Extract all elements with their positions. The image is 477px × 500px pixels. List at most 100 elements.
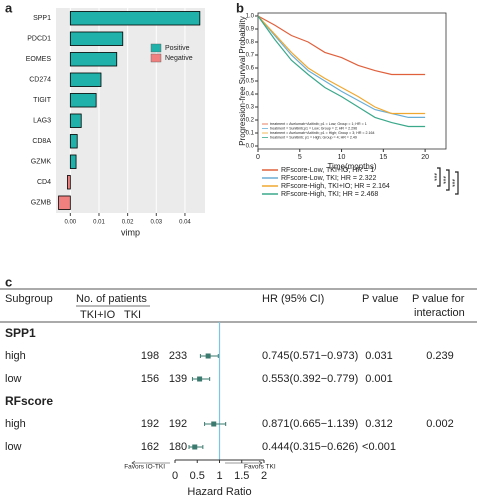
inner-legend-label: treatment = Avelumab+Axitinib; p1 = High…: [270, 131, 375, 135]
favors-arrow: [131, 460, 170, 466]
significance-label: ***: [439, 176, 446, 184]
panel-label: a: [5, 0, 13, 15]
y-tick-label: EOMES: [26, 56, 52, 63]
x-tick-label: 20: [421, 154, 429, 161]
inner-legend-label: treatment = Sunitinib; p1 = High; Group …: [270, 135, 357, 139]
p-value: 0.312: [365, 418, 393, 430]
y-tick-label: 1.0: [246, 14, 255, 20]
hr-point: [192, 444, 198, 450]
patient-count: 162: [141, 441, 159, 453]
x-tick-label: 5: [298, 154, 302, 161]
patient-count: 139: [169, 373, 187, 385]
y-tick-label: LAG3: [33, 118, 51, 125]
bar: [69, 113, 82, 128]
legend-swatch: [150, 43, 162, 53]
y-tick-label: 0.5: [246, 79, 255, 85]
column-header: HR (95% CI): [262, 293, 324, 305]
y-tick-label: PDCD1: [27, 36, 51, 43]
y-tick-label: 0.6: [246, 66, 255, 72]
x-tick-label: 1.5: [234, 470, 249, 482]
patient-count: 198: [141, 350, 159, 362]
y-tick-label: CD4: [37, 179, 51, 186]
hr-ci: 0.444(0.315−0.626): [262, 441, 358, 453]
survival-curve: [257, 15, 426, 119]
survival-curve: [257, 15, 426, 128]
bar: [69, 72, 102, 87]
row-label: low: [5, 373, 22, 385]
patient-count: 192: [169, 418, 187, 430]
y-tick-label: GZMK: [31, 159, 52, 166]
y-tick-label: 0.7: [246, 53, 255, 59]
survival-curve: [257, 15, 426, 115]
p-value: 0.001: [365, 373, 393, 385]
row-label: high: [5, 350, 26, 362]
column-header: P value for: [412, 293, 465, 305]
inner-legend-label: treatment = Sunitinib;p1 = Low; Group = …: [270, 126, 357, 130]
patient-count: 156: [141, 373, 159, 385]
hr-ci: 0.871(0.665−1.139): [262, 418, 358, 430]
bar: [69, 93, 97, 108]
y-tick-label: TIGIT: [33, 97, 52, 104]
row-label: low: [5, 441, 22, 453]
p-value: <0.001: [362, 441, 396, 453]
significance-label: ***: [430, 173, 437, 181]
p-interaction: 0.002: [426, 418, 454, 430]
significance-bracket: [455, 171, 459, 195]
legend-swatch: [150, 53, 162, 63]
column-header: P value: [362, 293, 399, 305]
x-tick-label: 0.00: [64, 220, 76, 226]
y-tick-label: CD274: [29, 77, 51, 84]
group-label: RFscore: [5, 394, 53, 408]
hr-point: [197, 376, 203, 382]
bar: [67, 175, 71, 190]
y-tick-label: 0.8: [246, 40, 255, 46]
y-tick-label: GZMB: [31, 200, 52, 207]
legend-label: Negative: [165, 55, 193, 62]
hr-point: [211, 421, 217, 427]
x-tick-label: 0.01: [93, 220, 105, 226]
column-header: TKI+IO: [80, 309, 116, 321]
column-header: Subgroup: [5, 293, 53, 305]
column-header: TKI: [124, 309, 141, 321]
bar: [69, 154, 77, 169]
hr-ci: 0.745(0.571−0.973): [262, 350, 358, 362]
bar: [58, 195, 71, 210]
legend-label: RFscore-High, TKI; HR = 2.468: [281, 191, 378, 198]
column-header: interaction: [414, 307, 465, 319]
panel-label: b: [236, 0, 244, 15]
x-tick-label: 0.04: [179, 220, 191, 226]
y-tick-label: SPP1: [33, 15, 51, 22]
x-tick-label: 0.5: [190, 470, 205, 482]
significance-bracket: [446, 169, 450, 191]
inner-legend-label: treatment = Avelumab+Axitinib; p1 = Low;…: [270, 122, 367, 126]
x-axis-label: Hazard Ratio: [187, 486, 251, 498]
x-axis-label: Time(months): [327, 162, 376, 171]
hr-point: [205, 353, 211, 359]
favors-arrow: [225, 460, 263, 466]
bar: [69, 134, 78, 149]
x-tick-label: 0: [256, 154, 260, 161]
favors-label: Favors IO-TKI: [124, 464, 165, 471]
y-tick-label: 0.0: [246, 144, 255, 150]
group-label: SPP1: [5, 326, 36, 340]
y-tick-label: CD8A: [32, 138, 51, 145]
panel-label: c: [5, 274, 12, 289]
y-tick-label: 0.3: [246, 105, 255, 111]
favors-label: Favors TKI: [244, 464, 276, 471]
survival-curve: [257, 15, 426, 76]
bar: [69, 52, 118, 67]
x-tick-label: 15: [379, 154, 387, 161]
x-tick-label: 0: [172, 470, 178, 482]
bar: [69, 31, 124, 46]
significance-bracket: [437, 167, 441, 187]
y-tick-label: 0.2: [246, 118, 255, 124]
bar: [69, 11, 201, 26]
x-tick-label: 0.02: [122, 220, 134, 226]
patient-count: 233: [169, 350, 187, 362]
x-tick-label: 0.03: [150, 220, 162, 226]
x-tick-label: 2: [261, 470, 267, 482]
y-tick-label: 0.4: [246, 92, 255, 98]
row-label: high: [5, 418, 26, 430]
legend-label: RFscore-Low, TKI+IO; HR = 1: [281, 167, 374, 174]
